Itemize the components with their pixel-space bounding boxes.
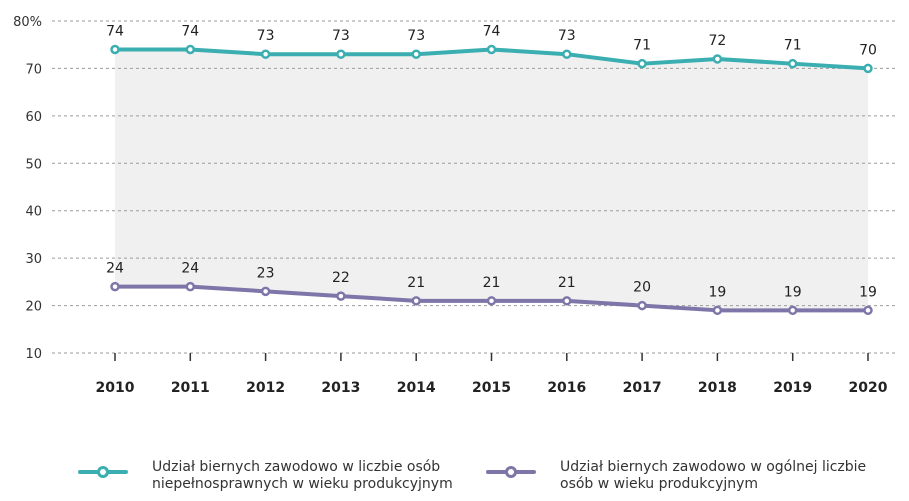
data-point (336, 291, 346, 301)
x-axis: 2010 2011 2012 2013 2014 2015 2016 2017 2018 2019… (96, 353, 888, 396)
x-tick-label: 2018 (698, 380, 737, 396)
y-tick-label: 80% (13, 15, 42, 30)
x-tick-label: 2015 (472, 380, 511, 396)
legend-item-disabled: Udział biernych zawodowo w liczbie osób … (78, 459, 472, 493)
data-point (336, 49, 346, 59)
data-label: 19 (784, 284, 802, 300)
data-point (787, 58, 798, 69)
data-point (863, 305, 873, 316)
band-area (115, 49, 868, 311)
y-tick-label: 40 (25, 205, 42, 220)
x-tick-label: 2012 (246, 380, 285, 396)
data-point (185, 281, 196, 292)
data-label: 21 (407, 275, 425, 291)
data-point (110, 44, 120, 55)
data-label: 74 (106, 23, 124, 39)
data-point (411, 49, 421, 59)
x-tick-label: 2019 (773, 380, 812, 396)
data-label: 73 (407, 28, 425, 44)
data-label: 20 (633, 280, 651, 296)
data-point (486, 296, 497, 306)
y-tick-label: 70 (25, 62, 42, 77)
data-label: 73 (558, 28, 576, 44)
data-point (637, 58, 647, 69)
data-point (712, 54, 723, 64)
data-label: 70 (859, 42, 877, 58)
legend-swatch-purple (486, 459, 536, 489)
data-label: 24 (181, 261, 199, 277)
data-point (712, 305, 723, 316)
x-tick-label: 2014 (397, 380, 436, 396)
y-tick-label: 60 (25, 110, 42, 125)
legend-label-disabled: Udział biernych zawodowo w liczbie osób … (152, 459, 453, 492)
data-label: 74 (483, 23, 501, 39)
data-label: 71 (784, 38, 802, 54)
y-tick-label: 50 (25, 157, 42, 172)
x-tick-label: 2011 (171, 380, 210, 396)
gridlines (52, 20, 895, 354)
data-point (185, 44, 196, 55)
data-label: 21 (483, 275, 501, 291)
data-label: 73 (257, 28, 275, 44)
x-tick-label: 2020 (849, 380, 888, 396)
y-tick-label: 10 (25, 347, 42, 362)
data-point (260, 49, 271, 59)
data-point (260, 286, 271, 297)
gap-band (115, 49, 868, 311)
data-label: 73 (332, 28, 350, 44)
legend-label-general: Udział biernych zawodowo w ogólnej liczb… (560, 459, 867, 492)
y-tick-label: 20 (25, 300, 42, 315)
data-point (787, 305, 798, 316)
x-tick-label: 2016 (547, 380, 586, 396)
data-point (411, 296, 421, 306)
data-label: 72 (708, 33, 726, 49)
data-label: 74 (181, 23, 199, 39)
x-tick-label: 2010 (96, 380, 135, 396)
y-axis-ticks: 80% 70 60 50 40 30 20 10 (13, 15, 42, 362)
legend-swatch-teal (78, 459, 128, 489)
x-tick-label: 2013 (321, 380, 360, 396)
legend-item-general: Udział biernych zawodowo w ogólnej liczb… (486, 459, 880, 493)
data-label: 19 (859, 284, 877, 300)
data-labels: 74 74 73 73 73 74 73 71 72 71 70 24 24 23 22 21 21 21 20 19… (106, 23, 877, 300)
series-lines (110, 44, 873, 316)
data-point (562, 296, 572, 306)
data-point (562, 49, 572, 59)
data-label: 24 (106, 261, 124, 277)
data-label: 22 (332, 270, 350, 286)
data-label: 71 (633, 38, 651, 54)
data-label: 21 (558, 275, 576, 291)
data-point (863, 63, 873, 74)
data-label: 19 (708, 284, 726, 300)
y-tick-label: 30 (25, 252, 42, 267)
x-tick-label: 2017 (623, 380, 662, 396)
data-point (486, 44, 497, 55)
data-label: 23 (257, 265, 275, 281)
data-point (110, 281, 120, 292)
data-point (637, 300, 647, 311)
